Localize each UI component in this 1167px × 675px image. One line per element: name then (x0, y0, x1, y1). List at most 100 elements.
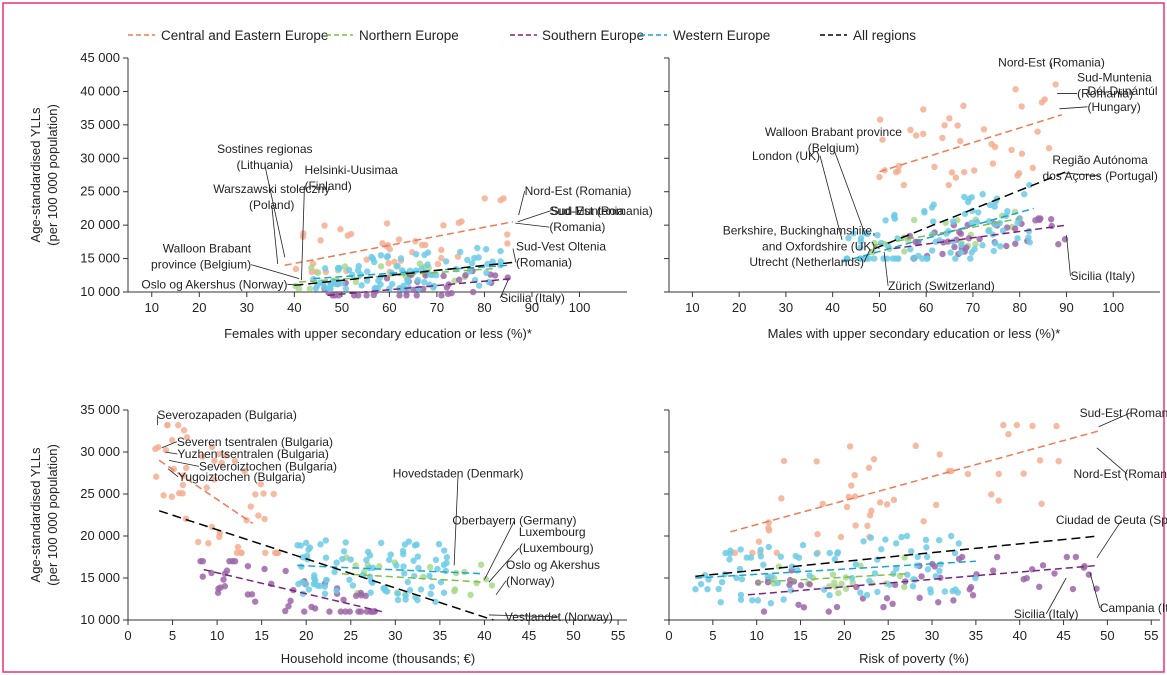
point-cee (846, 443, 854, 450)
x-tick-label: 15 (793, 628, 807, 643)
point-west (952, 586, 959, 593)
point-south (199, 573, 206, 580)
point-south (912, 238, 919, 246)
point-cee (162, 446, 170, 454)
point-west (437, 578, 445, 586)
annotation-leader (488, 614, 559, 618)
point-west (428, 583, 435, 590)
point-south (786, 581, 793, 589)
annotation-label: Oslo og Akershus (Norway) (141, 277, 287, 291)
x-tick-label: 35 (433, 628, 447, 643)
point-cee (939, 134, 946, 142)
point-cee (1034, 128, 1041, 135)
point-cee (876, 499, 884, 506)
point-west (358, 282, 365, 289)
annotation-label: Sostines regionas (217, 142, 312, 156)
point-cee (337, 226, 344, 233)
point-north (352, 278, 360, 286)
point-west (898, 533, 905, 541)
point-north (461, 568, 468, 576)
point-west (417, 586, 425, 593)
point-south (951, 243, 958, 251)
point-west (331, 568, 338, 576)
point-cee (434, 260, 442, 268)
y-tick-label: 35 000 (80, 402, 120, 417)
point-cee (273, 549, 281, 556)
point-west (294, 542, 301, 549)
x-tick-label: 35 (969, 628, 983, 643)
point-cee (852, 522, 859, 529)
annotation-leader (1045, 577, 1067, 615)
point-west (316, 582, 324, 590)
point-south (760, 608, 768, 615)
point-cee (876, 173, 883, 181)
point-north (910, 216, 918, 224)
point-west (935, 536, 943, 544)
annotation-label: Utrecht (Netherlands) (749, 255, 864, 269)
point-west (891, 211, 898, 219)
point-south (352, 592, 360, 600)
point-west (389, 280, 396, 288)
point-south (1069, 585, 1077, 593)
point-cee (194, 538, 202, 546)
x-axis-label: Household income (thousands; €) (281, 651, 475, 666)
annotation-label: Zürich (Switzerland) (888, 279, 995, 293)
point-west (1025, 234, 1032, 241)
point-south (217, 584, 224, 591)
point-cee (183, 434, 191, 441)
point-west (874, 231, 881, 239)
point-south (199, 558, 207, 565)
point-cee (948, 467, 955, 475)
point-west (692, 585, 699, 593)
point-cee (168, 437, 176, 444)
point-cee (960, 102, 967, 110)
annotation-label: Yuzhen tsentralen (Bulgaria) (177, 447, 328, 461)
annotation-label: province (Belgium) (151, 258, 251, 272)
point-west (960, 193, 968, 201)
point-south (889, 600, 896, 608)
x-axis-label: Males with upper secondary education or … (768, 326, 1061, 341)
point-west (799, 541, 807, 549)
point-west (955, 540, 962, 547)
legend: Central and Eastern Europe Northern Euro… (128, 28, 916, 43)
point-west (795, 554, 803, 561)
point-west (754, 597, 762, 604)
point-cee (1008, 146, 1015, 154)
point-west (788, 563, 796, 570)
point-north (306, 285, 314, 292)
point-cee (218, 459, 225, 467)
x-tick-label: 20 (192, 300, 206, 315)
point-cee (203, 484, 210, 491)
point-west (715, 585, 722, 593)
point-west (342, 539, 349, 546)
trend-line-all (158, 510, 494, 621)
point-south (340, 596, 347, 604)
point-cee (970, 167, 978, 174)
point-south (1039, 562, 1047, 569)
point-west (767, 600, 775, 607)
point-cee (164, 421, 171, 429)
point-south (335, 292, 342, 299)
point-west (941, 588, 949, 595)
annotation-leader (1096, 519, 1123, 559)
point-west (298, 563, 305, 570)
point-west (414, 276, 422, 284)
point-cee (168, 493, 176, 500)
point-west (860, 538, 867, 545)
point-south (916, 594, 923, 602)
point-west (968, 194, 975, 201)
point-west (831, 556, 839, 563)
point-south (440, 272, 447, 280)
point-cee (980, 126, 988, 133)
annotation-label: Warszawski stoleczny (213, 182, 330, 196)
point-cee (1041, 96, 1048, 103)
x-tick-label: 40 (1012, 628, 1026, 643)
point-cee (152, 473, 160, 480)
annotation-leader (453, 473, 459, 566)
point-cee (765, 527, 773, 534)
x-tick-label: 70 (966, 300, 980, 315)
point-west (377, 252, 385, 259)
point-west (326, 285, 333, 292)
point-cee (257, 480, 265, 488)
point-west (397, 255, 405, 262)
